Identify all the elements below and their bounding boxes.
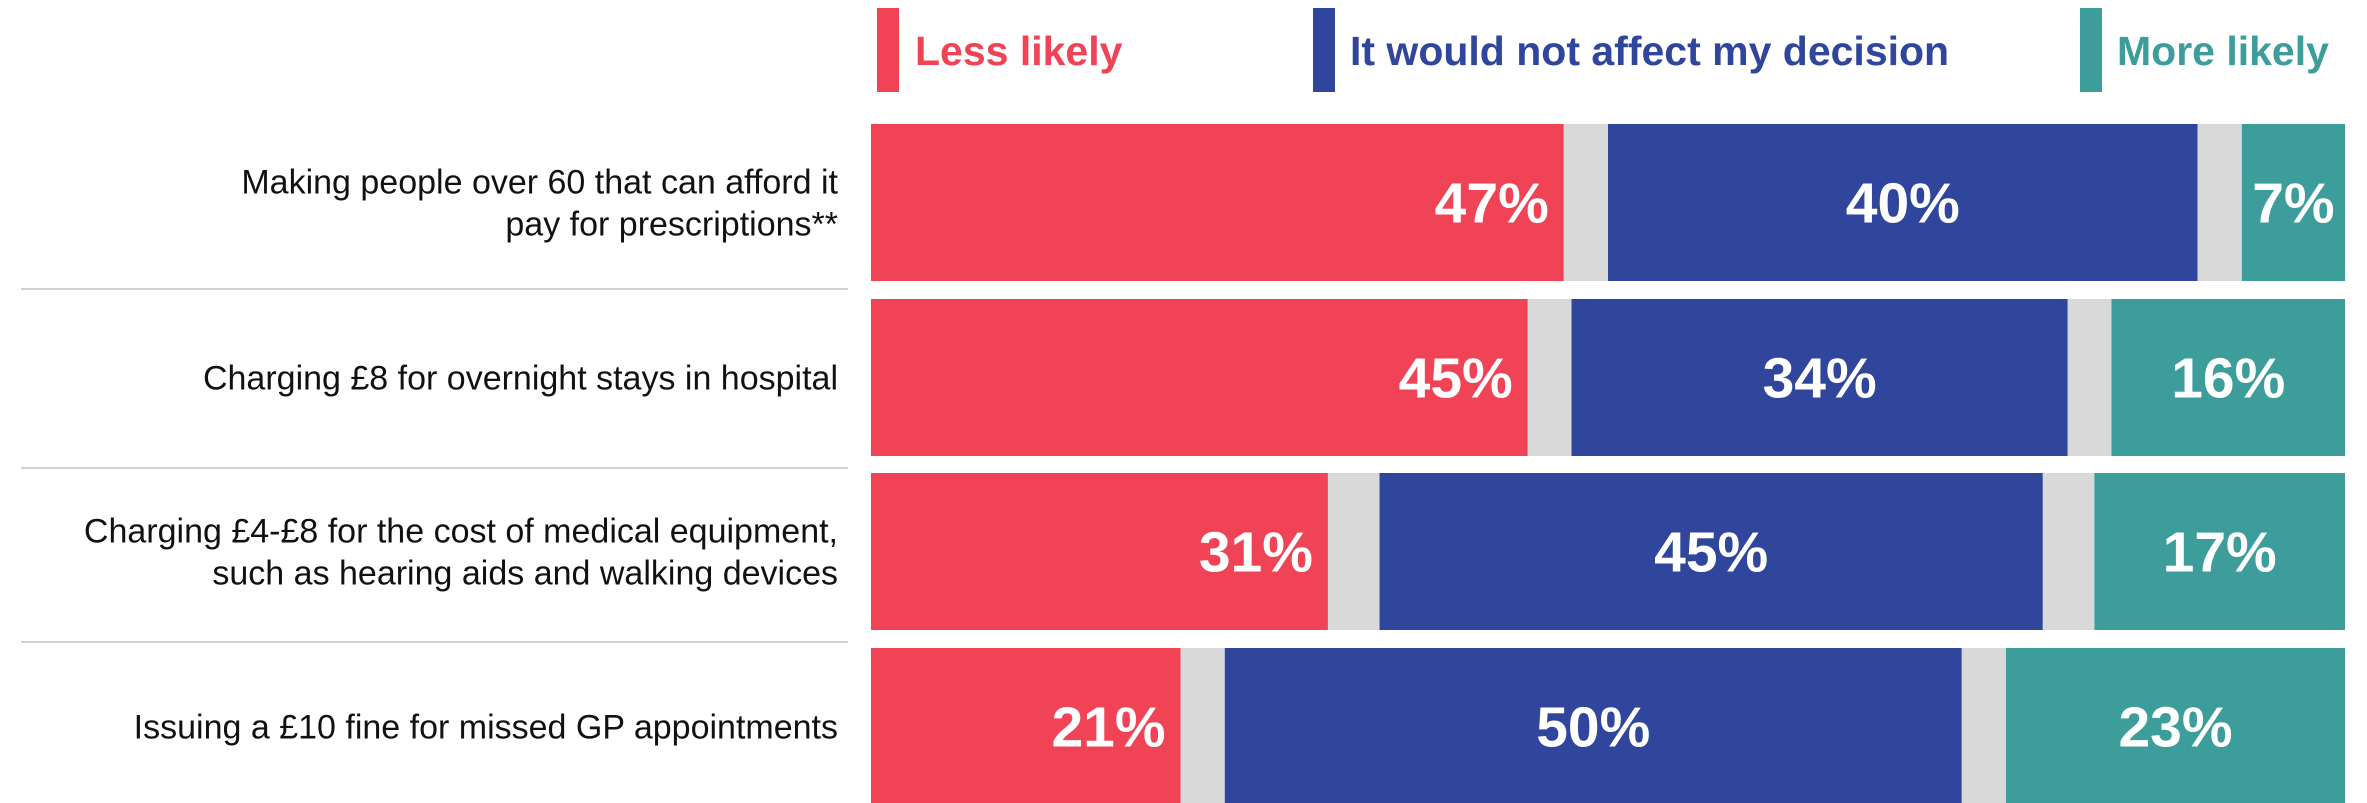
data-label-it-would-not-affect-my-decision: 50% <box>1536 696 1650 760</box>
data-label-it-would-not-affect-my-decision: 40% <box>1846 172 1960 236</box>
data-label-more-likely: 17% <box>2163 521 2277 585</box>
category-label: Charging £8 for overnight stays in hospi… <box>203 360 838 398</box>
data-label-less-likely: 47% <box>1435 172 1549 236</box>
chart-legend: Less likely It would not affect my decisi… <box>877 8 2329 92</box>
category-label: Charging £4-£8 for the cost of medical e… <box>84 513 838 551</box>
bar-don-t-know <box>1527 299 1572 456</box>
bar-don-t-know <box>1180 648 1225 803</box>
bar-don-t-know <box>2042 473 2095 630</box>
bar-don-t-know <box>2197 124 2242 281</box>
bar-less-likely <box>871 648 1181 803</box>
bar-less-likely <box>871 124 1564 281</box>
bar-it-would-not-affect-my-decision <box>1571 299 2068 456</box>
bar-more-likely <box>2111 299 2345 456</box>
legend-label-less-likely: Less likely <box>915 28 1123 74</box>
legend-swatch-more-likely <box>2080 8 2102 92</box>
bar-it-would-not-affect-my-decision <box>1379 473 2043 630</box>
legend-swatch-less-likely <box>877 8 899 92</box>
legend-label-it-would-not-affect-my-decision: It would not affect my decision <box>1350 28 1949 74</box>
bar-more-likely <box>2241 124 2345 281</box>
legend-swatch-it-would-not-affect-my-decision <box>1313 8 1335 92</box>
data-label-more-likely: 16% <box>2171 347 2285 411</box>
data-label-less-likely: 21% <box>1051 696 1165 760</box>
data-label-it-would-not-affect-my-decision: 34% <box>1763 347 1877 411</box>
bar-more-likely <box>2005 648 2345 803</box>
data-label-less-likely: 31% <box>1199 521 1313 585</box>
bar-it-would-not-affect-my-decision <box>1224 648 1962 803</box>
category-label: Making people over 60 that can afford it <box>241 164 838 202</box>
category-label: such as hearing aids and walking devices <box>212 555 838 593</box>
bar-don-t-know <box>2067 299 2112 456</box>
category-label: pay for prescriptions** <box>505 206 838 244</box>
bars <box>871 124 2345 803</box>
bar-less-likely <box>871 473 1328 630</box>
data-label-it-would-not-affect-my-decision: 45% <box>1654 521 1768 585</box>
data-labels: 47% 40% 7% 45% 34% 16% 31% 45% 17% 21% 50% 23% <box>1051 172 2334 760</box>
bar-don-t-know <box>1961 648 2006 803</box>
row-separators <box>21 288 848 643</box>
bar-don-t-know <box>1327 473 1380 630</box>
data-label-less-likely: 45% <box>1399 347 1513 411</box>
category-labels: Making people over 60 that can afford it… <box>84 164 839 747</box>
data-label-more-likely: 7% <box>2252 172 2334 236</box>
data-label-more-likely: 23% <box>2118 696 2232 760</box>
legend-label-more-likely: More likely <box>2117 28 2329 74</box>
bar-don-t-know <box>1563 124 1608 281</box>
bar-it-would-not-affect-my-decision <box>1608 124 2198 281</box>
bar-more-likely <box>2094 473 2345 630</box>
category-label: Issuing a £10 fine for missed GP appoint… <box>134 709 838 747</box>
bar-less-likely <box>871 299 1528 456</box>
